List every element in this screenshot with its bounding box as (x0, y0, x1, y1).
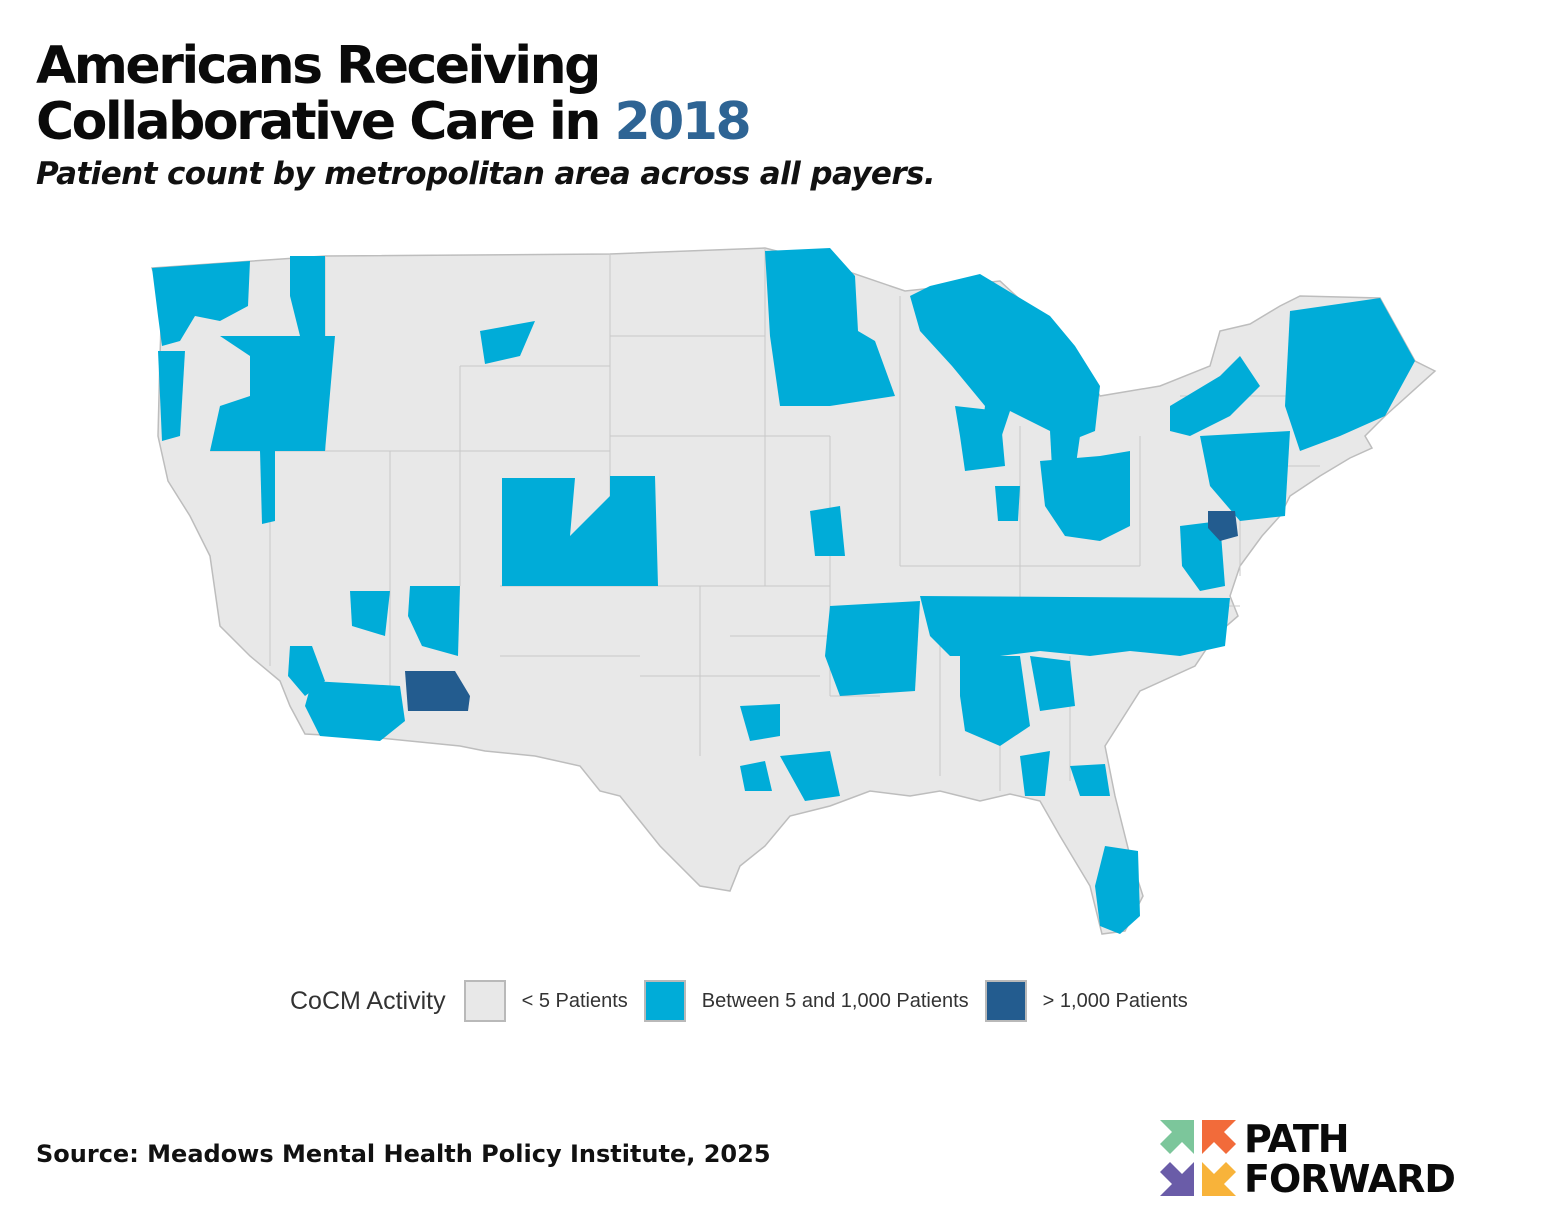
region-new-york (1170, 356, 1260, 436)
region-florida-south (1095, 846, 1140, 934)
region-florida-west (1020, 751, 1050, 796)
legend-label-high: > 1,000 Patients (1042, 989, 1188, 1012)
region-georgia (1030, 656, 1075, 711)
region-louisiana (740, 704, 780, 741)
region-north-florida (1070, 764, 1110, 796)
region-houston (740, 761, 772, 791)
legend-swatch-low (463, 980, 506, 1022)
region-phoenix (405, 671, 470, 711)
logo-word-path: PATH (1244, 1117, 1350, 1161)
region-pa-nj (1200, 431, 1290, 521)
title-line-2: Collaborative Care in (36, 92, 615, 152)
metro-regions-high (405, 511, 1238, 711)
legend-swatch-high (984, 980, 1027, 1022)
region-boise (260, 451, 275, 524)
region-arkansas (825, 601, 920, 696)
region-new-england (1285, 298, 1415, 451)
region-minnesota (765, 248, 895, 406)
page-title: Americans Receiving Collaborative Care i… (36, 36, 752, 152)
legend-title: CoCM Activity (290, 986, 446, 1015)
subtitle: Patient count by metropolitan area acros… (36, 156, 936, 192)
region-wisconsin (955, 406, 1005, 471)
logo-word-forward: FORWARD (1244, 1157, 1456, 1201)
legend-label-mid: Between 5 and 1,000 Patients (701, 989, 969, 1012)
region-colorado (502, 476, 658, 586)
region-detroit (1050, 431, 1080, 471)
region-kansas-city (810, 506, 845, 556)
map-legend: CoCM Activity < 5 Patients Between 5 and… (290, 978, 1204, 1024)
region-alabama (960, 656, 1030, 746)
legend-swatch-mid (643, 980, 686, 1022)
region-indiana (995, 486, 1020, 521)
title-year: 2018 (614, 92, 751, 152)
region-washington (152, 261, 250, 346)
region-tn-nc-belt (920, 596, 1230, 656)
region-montana (480, 321, 535, 364)
region-spokane (290, 256, 325, 336)
us-choropleth-map (150, 247, 1437, 935)
region-mississippi (780, 751, 840, 801)
metro-regions-mid (152, 248, 1415, 934)
region-virginia (1180, 521, 1225, 591)
region-oregon-coast (158, 351, 185, 441)
region-san-diego (305, 681, 405, 741)
title-line-1: Americans Receiving (36, 36, 601, 96)
region-utah-south (350, 591, 390, 636)
region-michigan-north (910, 274, 1100, 446)
region-ohio (1040, 451, 1130, 541)
legend-label-low: < 5 Patients (521, 989, 628, 1012)
region-baltimore (1208, 511, 1238, 541)
arrow-grid-icon (1160, 1120, 1236, 1196)
path-forward-logo: PATH FORWARD (1160, 1120, 1520, 1200)
source-note: Source: Meadows Mental Health Policy Ins… (36, 1140, 771, 1168)
region-oregon (210, 336, 335, 451)
region-las-vegas (408, 586, 460, 656)
